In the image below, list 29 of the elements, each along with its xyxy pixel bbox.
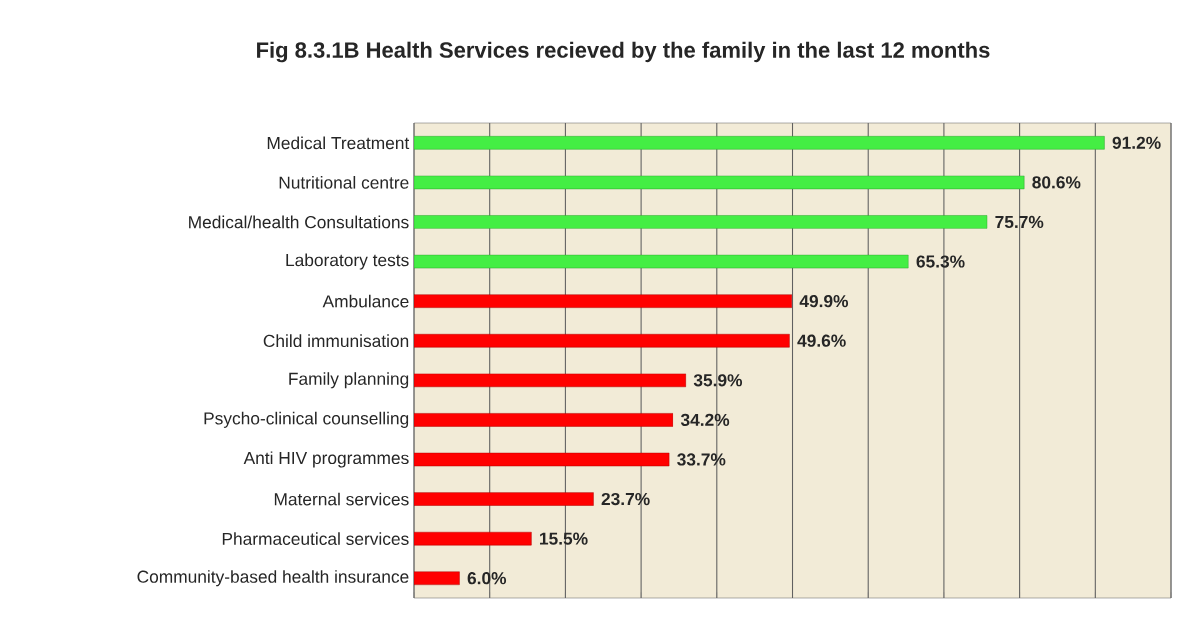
data-label: 49.6%	[797, 334, 846, 347]
y-tick-label: Pharmaceutical services	[222, 532, 409, 545]
bar	[414, 215, 988, 229]
data-label: 91.2%	[1112, 136, 1161, 149]
bar	[414, 254, 909, 269]
bar	[414, 531, 532, 546]
bar	[414, 413, 674, 427]
data-label: 23.7%	[601, 492, 650, 506]
bar	[414, 136, 1105, 150]
chart-title: Fig 8.3.1B Health Services recieved by the family in the last 12 months	[257, 41, 990, 63]
y-tick-label: Child immunisation	[263, 334, 409, 348]
y-tick-label: Medical Treatment	[267, 136, 410, 150]
data-label: 49.9%	[799, 294, 849, 308]
y-tick-label: Community-based health insurance	[137, 570, 409, 587]
y-tick-label: Anti HIV programmes	[243, 451, 409, 468]
data-label: 65.3%	[916, 255, 965, 268]
y-tick-label: Maternal services	[274, 492, 409, 506]
y-tick-label: Ambulance	[322, 294, 409, 308]
y-tick-label: Psycho-clinical counselling	[204, 411, 409, 428]
data-label: 33.7%	[677, 453, 726, 466]
y-tick-label: Family planning	[289, 372, 409, 389]
y-tick-label: Medical/health Consultations	[189, 215, 409, 229]
bar	[414, 373, 687, 388]
y-tick-label: Nutritional centre	[279, 176, 409, 189]
data-label: 35.9%	[693, 374, 743, 387]
y-tick-label: Laboratory tests	[286, 253, 409, 270]
data-label: 34.2%	[680, 413, 730, 427]
bar	[414, 175, 1025, 190]
data-label: 80.6%	[1032, 176, 1081, 189]
